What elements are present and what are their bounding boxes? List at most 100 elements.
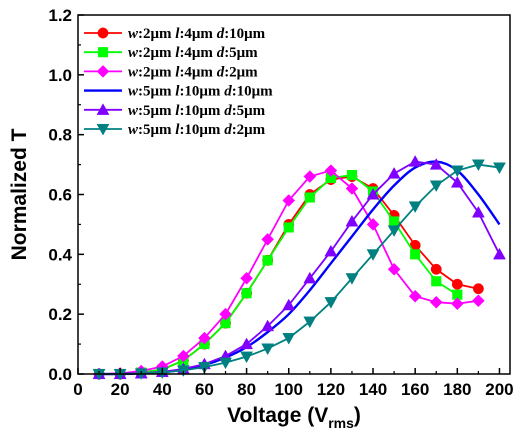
legend-label: w:5μm l:10μm d:5μm — [128, 103, 266, 119]
legend-label: w:2μm l:4μm d:5μm — [128, 45, 258, 61]
data-point-diamond — [366, 218, 380, 231]
data-point-diamond — [450, 297, 464, 311]
data-point-diamond — [345, 182, 359, 195]
data-point-diamond — [96, 65, 110, 78]
y-tick-label: 0.4 — [48, 245, 72, 264]
data-point-triangle-down — [387, 225, 401, 237]
data-point-circle — [451, 278, 463, 290]
legend-item: w:2μm l:4μm d:10μm — [84, 26, 266, 42]
x-tick-label: 120 — [317, 380, 345, 399]
legend-label: w:2μm l:4μm d:10μm — [128, 26, 266, 42]
data-point-triangle-down — [345, 273, 359, 285]
legend-label: w:2μm l:4μm d:2μm — [128, 64, 258, 80]
data-point-square — [304, 192, 315, 203]
x-tick-label: 200 — [485, 380, 513, 399]
legend-item: w:5μm l:10μm d:5μm — [84, 103, 266, 119]
x-tick-label: 160 — [401, 380, 429, 399]
x-tick-label: 80 — [237, 380, 256, 399]
data-point-triangle-down — [429, 180, 443, 193]
data-point-triangle-down — [366, 249, 380, 261]
data-point-square — [241, 288, 252, 299]
data-point-diamond — [177, 349, 190, 363]
series-group — [92, 155, 506, 381]
data-point-triangle-down — [471, 159, 485, 172]
data-point-diamond — [429, 295, 443, 309]
data-point-triangle-down — [96, 123, 110, 136]
legend-label: w:5μm l:10μm d:2μm — [128, 122, 266, 138]
data-point-diamond — [261, 233, 275, 246]
x-tick-label: 60 — [195, 380, 214, 399]
x-tick-label: 40 — [153, 380, 172, 399]
data-point-diamond — [324, 164, 338, 177]
legend-label: w:5μm l:10μm d:10μm — [128, 84, 273, 100]
data-point-triangle-up — [96, 103, 110, 115]
data-point-square — [431, 276, 442, 287]
data-point-triangle-down — [219, 357, 232, 370]
data-point-diamond — [219, 307, 232, 321]
data-point-square — [262, 255, 273, 266]
data-point-diamond — [240, 271, 253, 285]
data-point-triangle-down — [450, 165, 464, 178]
data-point-circle — [472, 283, 484, 295]
data-point-triangle-down — [324, 297, 338, 309]
data-point-triangle-up — [345, 214, 359, 227]
data-point-square — [410, 249, 421, 260]
data-point-triangle-down — [408, 201, 422, 213]
legend: w:2μm l:4μm d:10μm w:2μm l:4μm d:5μm w:2μm… — [84, 26, 273, 138]
legend-item: w:5μm l:10μm d:2μm — [84, 122, 266, 138]
data-point-square — [97, 47, 109, 58]
axis-ticks: 0 20 40 60 80 100 120 140 160 180 200 0.0 0.2 0.4 0.6 0… — [48, 6, 513, 399]
data-point-triangle-up — [408, 155, 422, 167]
data-point-triangle-down — [261, 343, 275, 356]
data-point-square — [389, 216, 400, 227]
data-point-triangle-up — [240, 337, 254, 350]
series-6 — [92, 159, 506, 381]
data-point-diamond — [198, 331, 211, 345]
data-point-square — [346, 170, 358, 181]
data-point-triangle-down — [493, 162, 506, 175]
data-point-triangle-up — [471, 205, 485, 218]
data-point-triangle-up — [429, 158, 443, 170]
data-point-triangle-down — [303, 316, 317, 329]
data-point-triangle-down — [282, 333, 296, 345]
x-axis-label-subscript: rms — [328, 415, 354, 431]
series-2 — [94, 170, 463, 380]
data-point-diamond — [472, 294, 485, 308]
data-point-diamond — [387, 262, 401, 276]
y-axis-label: Normalized T — [8, 128, 31, 260]
data-point-circle — [430, 263, 442, 275]
x-axis-label: Voltage (Vrms) — [227, 404, 361, 431]
data-point-triangle-up — [366, 187, 380, 200]
data-point-triangle-up — [387, 167, 401, 179]
data-point-triangle-down — [198, 362, 211, 374]
data-point-square — [283, 222, 294, 233]
y-tick-label: 0.6 — [48, 186, 72, 205]
x-axis-label-close: ) — [354, 404, 361, 427]
x-axis-label-main: Voltage (V — [227, 404, 328, 427]
data-point-triangle-up — [493, 247, 506, 260]
legend-item: w:2μm l:4μm d:2μm — [84, 64, 258, 80]
x-tick-label: 0 — [73, 380, 82, 399]
y-tick-label: 0.0 — [48, 365, 72, 384]
legend-item: w:5μm l:10μm d:10μm — [84, 84, 273, 100]
data-point-circle — [97, 27, 109, 39]
x-tick-label: 140 — [359, 380, 387, 399]
data-point-triangle-down — [240, 351, 254, 364]
legend-item: w:2μm l:4μm d:5μm — [84, 45, 258, 61]
x-tick-label: 100 — [275, 380, 303, 399]
data-point-triangle-up — [303, 271, 317, 284]
data-point-triangle-up — [261, 319, 275, 332]
data-point-diamond — [408, 289, 422, 303]
x-tick-label: 180 — [443, 380, 471, 399]
data-point-triangle-up — [324, 244, 338, 257]
y-tick-label: 0.8 — [48, 126, 72, 145]
data-point-triangle-up — [282, 298, 296, 311]
y-tick-label: 0.2 — [48, 305, 72, 324]
y-tick-label: 1.2 — [48, 6, 72, 25]
data-point-diamond — [303, 170, 317, 183]
y-tick-label: 1.0 — [48, 66, 72, 85]
data-point-diamond — [282, 194, 296, 207]
data-point-triangle-up — [450, 176, 464, 188]
x-tick-label: 20 — [111, 380, 130, 399]
